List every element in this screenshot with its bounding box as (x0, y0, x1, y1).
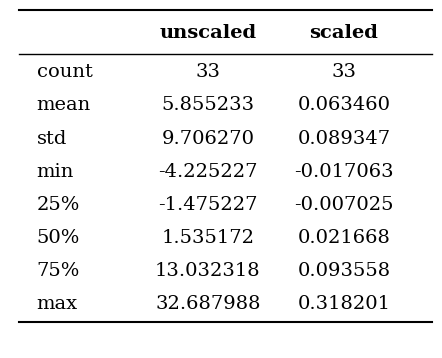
Text: 0.318201: 0.318201 (297, 295, 390, 313)
Text: -0.017063: -0.017063 (294, 163, 394, 180)
Text: 1.535172: 1.535172 (161, 229, 254, 247)
Text: 0.089347: 0.089347 (297, 130, 391, 147)
Text: max: max (37, 295, 78, 313)
Text: min: min (37, 163, 74, 180)
Text: 25%: 25% (37, 195, 80, 214)
Text: std: std (37, 130, 67, 147)
Text: 13.032318: 13.032318 (155, 262, 261, 280)
Text: 75%: 75% (37, 262, 80, 280)
Text: mean: mean (37, 96, 91, 115)
Text: unscaled: unscaled (159, 24, 256, 42)
Text: 32.687988: 32.687988 (155, 295, 261, 313)
Text: 5.855233: 5.855233 (161, 96, 255, 115)
Text: 0.093558: 0.093558 (297, 262, 391, 280)
Text: -0.007025: -0.007025 (294, 195, 394, 214)
Text: -4.225227: -4.225227 (158, 163, 258, 180)
Text: 33: 33 (332, 63, 357, 81)
Text: 9.706270: 9.706270 (161, 130, 254, 147)
Text: count: count (37, 63, 92, 81)
Text: 50%: 50% (37, 229, 80, 247)
Text: scaled: scaled (309, 24, 378, 42)
Text: -1.475227: -1.475227 (158, 195, 258, 214)
Text: 33: 33 (195, 63, 220, 81)
Text: 0.021668: 0.021668 (297, 229, 390, 247)
Text: 0.063460: 0.063460 (297, 96, 390, 115)
